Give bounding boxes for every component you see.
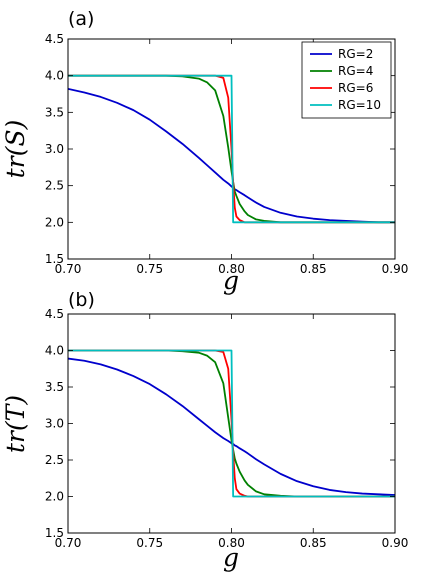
panel-a-ytick-label: 1.5 <box>45 252 64 266</box>
panel-b-ytick-label: 3.0 <box>45 417 64 431</box>
panel-b-plot: 0.70 0.75 0.80 0.85 0.90 1.5 2.0 2.5 3.0 3.5 4.0 4.… <box>45 307 408 550</box>
panel-a-xlabel: g <box>223 266 239 295</box>
panel-a-axes-frame <box>67 38 396 260</box>
panel-b-ytick-label: 4.5 <box>45 307 64 321</box>
panel-b-xtick-label: 0.70 <box>55 536 82 550</box>
panel-b-ylabel: tr(T) <box>1 395 30 453</box>
panel-b-ytick-label: 1.5 <box>45 526 64 540</box>
panel-a-ytick-label: 2.5 <box>45 179 64 193</box>
panel-a-series-group <box>68 74 395 224</box>
panel-a-xtick-label: 0.80 <box>218 262 245 276</box>
panel-b-xtick-label: 0.80 <box>218 536 245 550</box>
legend-label: RG=10 <box>338 98 381 112</box>
panel-b-xlabel: g <box>223 543 239 572</box>
panel-a-plot: 0.70 0.75 0.80 0.85 0.90 1.5 2.0 2.5 3.0 3.5 4.0 4.… <box>45 32 408 276</box>
panel-a-ytick-label: 2.0 <box>45 215 64 229</box>
panel-a: (a) tr(S) g 0.70 0.75 0.80 0.85 0.90 1.5 2.0 2.… <box>1 8 408 295</box>
panel-b: (b) tr(T) g 0.70 0.75 0.80 0.85 0.90 1.5 2.0 2.… <box>1 289 408 572</box>
panel-b-xtick-label: 0.75 <box>136 536 163 550</box>
panel-a-xtick-label: 0.75 <box>136 262 163 276</box>
panel-a-ytick-label: 4.0 <box>45 69 64 83</box>
panel-a-xtick-label: 0.85 <box>300 262 327 276</box>
panel-a-series-rg-10 <box>68 74 395 224</box>
panel-a-label: (a) <box>68 8 94 30</box>
panel-b-series-rg-2 <box>68 357 395 496</box>
panel-a-legend: RG=2 RG=4 RG=6 RG=10 <box>301 41 392 119</box>
panel-b-ytick-label: 4.0 <box>45 344 64 358</box>
panel-b-series-rg-10 <box>68 349 395 498</box>
legend-label: RG=6 <box>338 81 373 95</box>
panel-a-ylabel: tr(S) <box>1 120 30 179</box>
legend-label: RG=4 <box>338 64 373 78</box>
panel-b-ytick-label: 2.0 <box>45 490 64 504</box>
panel-b-series-group <box>68 349 395 498</box>
panel-b-axes-frame <box>67 313 396 534</box>
panel-b-label: (b) <box>68 289 95 311</box>
panel-a-ytick-label: 3.0 <box>45 142 64 156</box>
panel-a-xtick-label: 0.70 <box>55 262 82 276</box>
panel-b-ytick-label: 3.5 <box>45 380 64 394</box>
panel-a-xtick-label: 0.90 <box>382 262 409 276</box>
panel-b-xtick-label: 0.90 <box>382 536 409 550</box>
panel-b-ytick-label: 2.5 <box>45 453 64 467</box>
legend-label: RG=2 <box>338 47 373 61</box>
panel-b-xtick-label: 0.85 <box>300 536 327 550</box>
panel-a-ytick-label: 3.5 <box>45 105 64 119</box>
panel-a-ytick-label: 4.5 <box>45 32 64 46</box>
